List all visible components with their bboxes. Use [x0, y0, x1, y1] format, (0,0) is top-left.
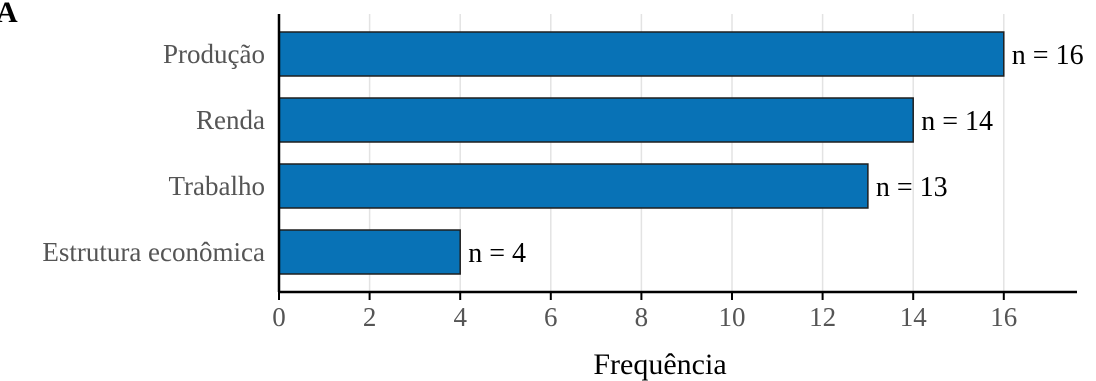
- bar: [278, 163, 869, 209]
- bar: [278, 31, 1005, 77]
- data-label: n = 16: [1012, 40, 1084, 71]
- category-label: Renda: [196, 105, 265, 135]
- x-tick-label: 12: [809, 302, 836, 332]
- data-label: n = 13: [876, 172, 948, 203]
- x-tick-label: 14: [900, 302, 928, 332]
- x-tick-label: 10: [719, 302, 746, 332]
- x-axis-title: Frequência: [593, 348, 726, 381]
- category-label: Trabalho: [168, 171, 265, 201]
- data-labels: n = 16 n = 14 n = 13 n = 4: [468, 40, 1083, 269]
- bar: [278, 229, 461, 275]
- category-labels: Produção Renda Trabalho Estrutura econômica: [42, 39, 265, 267]
- data-label: n = 4: [468, 238, 526, 269]
- category-label: Estrutura econômica: [42, 237, 265, 267]
- data-label: n = 14: [921, 106, 993, 137]
- x-tick-label: 16: [990, 302, 1017, 332]
- x-tick-label: 8: [635, 302, 649, 332]
- category-label: Produção: [163, 39, 265, 69]
- x-tick-label: 6: [544, 302, 558, 332]
- x-axis-ticks: 0 2 4 6 8 10 12 14 16: [272, 292, 1017, 332]
- panel-label: A: [0, 0, 18, 29]
- x-tick-label: 4: [453, 302, 467, 332]
- bar: [278, 97, 914, 143]
- x-tick-label: 2: [363, 302, 377, 332]
- x-tick-label: 0: [272, 302, 286, 332]
